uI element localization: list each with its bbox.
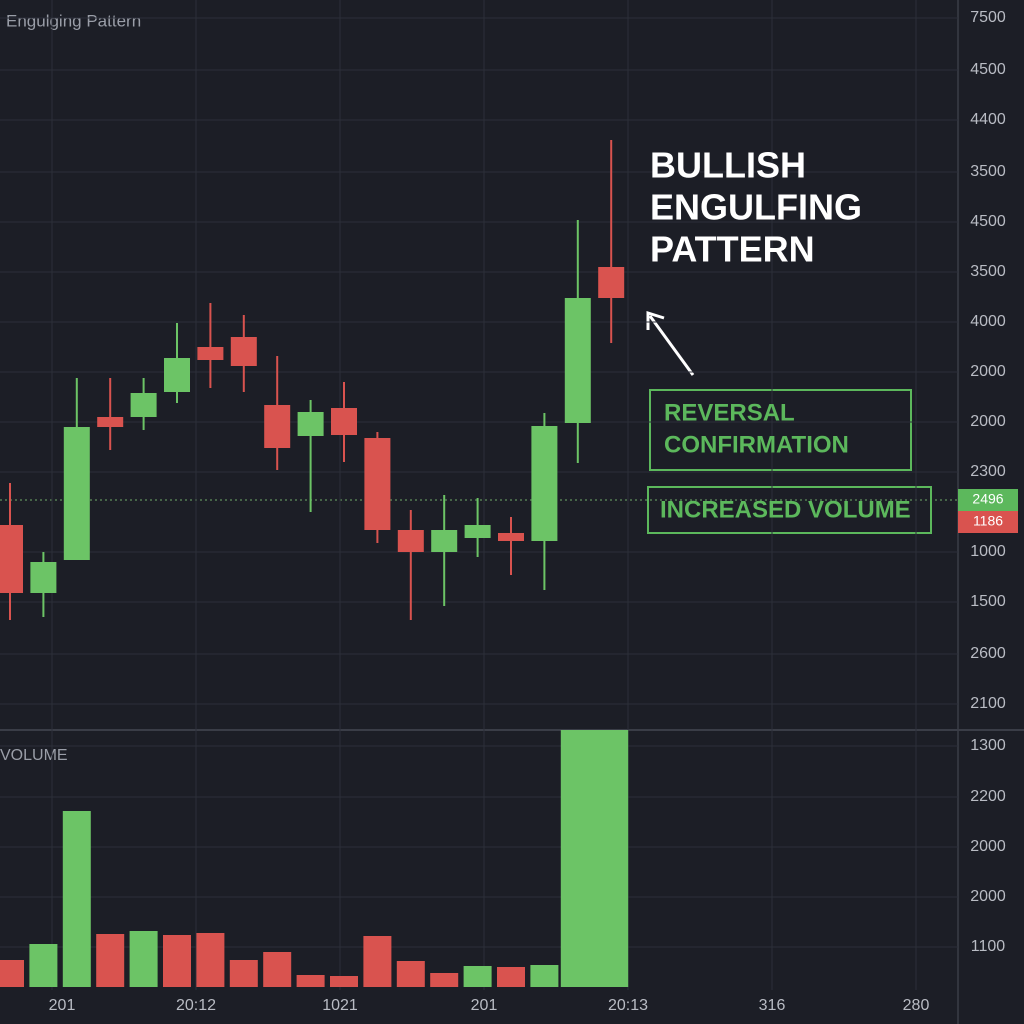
candle-body: [197, 347, 224, 360]
candle-body: [397, 530, 424, 552]
price-badge: [958, 489, 1018, 511]
annotation-text: REVERSAL: [664, 399, 795, 426]
candle-body: [130, 393, 157, 417]
headline: BULLISH: [650, 145, 806, 186]
y-tick-label: 1100: [971, 938, 1006, 955]
volume-bar: [497, 967, 525, 987]
candle-body: [531, 426, 558, 541]
y-tick-label: 1300: [970, 737, 1006, 754]
y-tick-label: 2000: [970, 363, 1006, 380]
arrow-head: [646, 310, 665, 330]
y-tick-label: 1500: [970, 593, 1006, 610]
y-tick-label: 4000: [970, 313, 1006, 330]
annotation-text: INCREASED VOLUME: [660, 496, 911, 523]
volume-bar: [163, 935, 191, 987]
y-tick-label: 2300: [970, 463, 1006, 480]
candle-body: [464, 525, 491, 538]
headline: PATTERN: [650, 229, 815, 270]
x-tick-label: 20:13: [608, 997, 648, 1014]
candle-body: [230, 337, 257, 366]
volume-bar: [96, 934, 125, 987]
price-badge-label: 2496: [972, 491, 1003, 507]
candle-body: [598, 267, 625, 298]
volume-bar: [463, 966, 492, 987]
candle-body: [364, 438, 391, 530]
annotation-text: CONFIRMATION: [664, 431, 849, 458]
y-tick-label: 1000: [970, 543, 1006, 560]
volume-bar: [29, 944, 58, 987]
y-tick-label: 4400: [970, 111, 1006, 128]
volume-bar: [560, 730, 629, 987]
candle-body: [331, 408, 357, 435]
y-tick-label: 2000: [970, 413, 1006, 430]
y-tick-label: 3500: [970, 263, 1006, 280]
x-tick-label: 316: [759, 997, 786, 1014]
candle-body: [564, 298, 591, 423]
candle-body: [264, 405, 291, 448]
x-tick-label: 1021: [322, 997, 358, 1014]
y-tick-label: 2200: [970, 788, 1006, 805]
candle-body: [297, 412, 324, 436]
x-tick-label: 280: [903, 997, 930, 1014]
x-tick-label: 201: [471, 997, 498, 1014]
volume-bar: [129, 931, 158, 987]
candle-body: [431, 530, 458, 552]
volume-bar: [363, 936, 392, 987]
x-tick-label: 20:12: [176, 997, 216, 1014]
candle-body: [63, 427, 90, 560]
volume-bar: [396, 961, 425, 987]
price-badge: [958, 511, 1018, 533]
y-tick-label: 2000: [970, 888, 1006, 905]
volume-bar: [263, 952, 292, 987]
y-tick-label: 2600: [970, 645, 1006, 662]
y-tick-label: 7500: [970, 9, 1006, 26]
price-badge-label: 1186: [973, 513, 1003, 529]
volume-bar: [330, 976, 358, 987]
volume-bar: [296, 975, 325, 987]
y-tick-label: 2000: [970, 838, 1006, 855]
candle-body: [498, 533, 524, 541]
arrow: [648, 315, 695, 376]
candle-body: [164, 358, 190, 392]
headline: ENGULFING: [650, 187, 862, 228]
y-tick-label: 3500: [970, 163, 1006, 180]
volume-bar: [0, 960, 24, 987]
candle-body: [97, 417, 124, 427]
y-tick-label: 4500: [970, 213, 1006, 230]
candle-body: [0, 525, 23, 593]
annotation-box: [649, 389, 912, 471]
volume-label: VOLUME: [0, 747, 68, 764]
x-tick-label: 201: [49, 997, 76, 1014]
y-tick-label: 4500: [970, 61, 1006, 78]
volume-bar: [229, 960, 258, 987]
volume-bar: [62, 811, 91, 987]
annotation-box: [647, 486, 932, 534]
volume-bar: [196, 933, 225, 987]
volume-bar: [530, 965, 559, 987]
candle-body: [30, 562, 57, 593]
chart-title: Engulging Pattern: [6, 11, 141, 30]
y-tick-label: 2100: [970, 695, 1006, 712]
volume-bar: [430, 973, 459, 987]
